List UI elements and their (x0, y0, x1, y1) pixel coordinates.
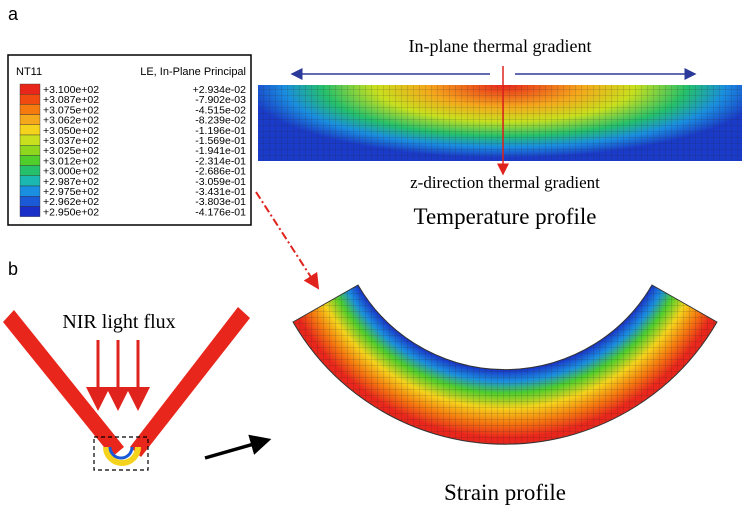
legend-temperature: +3.050e+02 (43, 125, 99, 137)
legend-strain: +2.934e-02 (193, 84, 247, 96)
panel-label: b (8, 259, 18, 279)
legend-temperature: +3.012e+02 (43, 155, 99, 167)
legend-swatch (19, 104, 41, 115)
legend-strain: -8.239e-02 (195, 115, 246, 127)
legend-header: LE, In-Plane Principal (140, 66, 246, 78)
legend-swatch (19, 195, 41, 207)
legend-variable: NT11 (16, 66, 42, 78)
legend-temperature: +2.987e+02 (43, 176, 99, 188)
zoom-box (93, 436, 149, 471)
legend-swatch (19, 134, 41, 146)
strain-title: Strain profile (444, 480, 566, 505)
legend-swatch (19, 185, 41, 197)
legend-strain: -7.902e-03 (195, 94, 246, 106)
arrow (204, 434, 272, 460)
legend-temperature: +3.075e+02 (43, 104, 99, 116)
legend-strain: -3.059e-01 (195, 176, 246, 188)
beam (130, 307, 250, 457)
in-plane-label: In-plane thermal gradient (409, 36, 592, 56)
legend-temperature: +2.962e+02 (43, 196, 99, 208)
strain-mesh (293, 285, 717, 445)
legend-temperature: +3.037e+02 (43, 135, 99, 147)
legend-swatch (19, 165, 41, 177)
legend-swatch (19, 124, 41, 136)
panel-label: a (8, 4, 19, 24)
bend (108, 446, 134, 460)
legend-temperature: +3.087e+02 (43, 94, 99, 106)
legend-temperature: +3.062e+02 (43, 115, 99, 127)
legend-swatch (19, 206, 41, 217)
legend-swatch (19, 144, 41, 156)
legend-box (7, 54, 252, 226)
temperature-mesh (258, 85, 742, 161)
dash-arrow (255, 191, 320, 290)
beam (3, 310, 124, 457)
legend-temperature: +2.950e+02 (43, 206, 99, 218)
bend (103, 446, 141, 466)
legend-swatch (19, 93, 41, 105)
legend-temperature: +3.100e+02 (43, 84, 99, 96)
legend-swatch (19, 83, 41, 95)
legend-strain: -1.941e-01 (195, 145, 246, 157)
legend-strain: -3.431e-01 (195, 186, 246, 198)
legend-strain: -1.569e-01 (195, 135, 246, 147)
legend-swatch (19, 114, 41, 125)
temperature-title: Temperature profile (414, 204, 597, 229)
legend-temperature: +3.025e+02 (43, 145, 99, 157)
legend-temperature: +3.000e+02 (43, 166, 99, 178)
legend-temperature: +2.975e+02 (43, 186, 99, 198)
legend-swatch (19, 175, 41, 187)
z-label: z-direction thermal gradient (410, 173, 600, 192)
legend-strain: -2.686e-01 (195, 166, 246, 178)
legend-strain: -3.803e-01 (195, 196, 246, 208)
legend-strain: -4.515e-02 (195, 104, 246, 116)
legend-rows: +3.100e+02 +2.934e-02 +3.087e+02 -7.902e-03… (19, 83, 247, 218)
legend-strain: -2.314e-01 (195, 155, 246, 167)
legend-strain: -1.196e-01 (195, 125, 246, 137)
light-label: NIR light flux (62, 311, 175, 333)
light-arrows (86, 340, 150, 411)
legend-swatch (19, 155, 41, 166)
legend-strain: -4.176e-01 (195, 206, 246, 218)
